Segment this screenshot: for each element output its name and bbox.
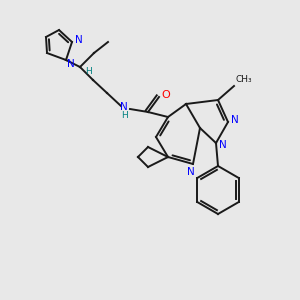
Text: N: N: [231, 115, 239, 125]
Text: H: H: [85, 68, 92, 76]
Text: H: H: [121, 110, 128, 119]
Text: N: N: [75, 35, 83, 45]
Text: N: N: [187, 167, 195, 177]
Text: N: N: [120, 102, 128, 112]
Text: N: N: [219, 140, 227, 150]
Text: N: N: [67, 59, 75, 69]
Text: CH₃: CH₃: [236, 75, 253, 84]
Text: O: O: [162, 90, 170, 100]
